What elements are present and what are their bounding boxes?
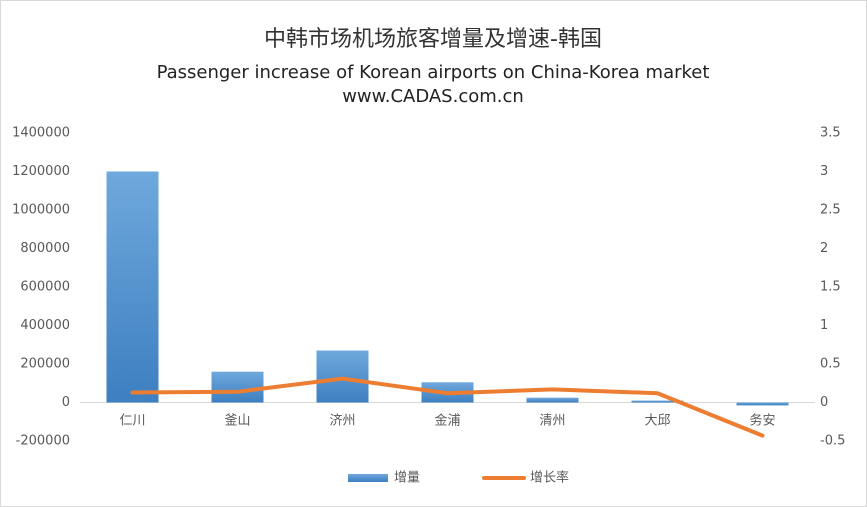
y-tick-label: 200000 (20, 357, 70, 372)
x-tick-label: 釜山 (224, 414, 250, 429)
y2-tick-label: 0 (820, 395, 828, 410)
y2-tick-label: 2.5 (820, 203, 841, 218)
y-tick-label: 600000 (20, 280, 70, 295)
x-tick-label: 清州 (539, 414, 565, 429)
y2-tick-label: 2 (820, 241, 828, 256)
chart-title: 中韩市场机场旅客增量及增速-韩国 (264, 27, 602, 52)
x-tick-label: 大邱 (644, 414, 670, 429)
y2-tick-label: 0.5 (820, 357, 841, 372)
chart-source: www.CADAS.com.cn (342, 86, 524, 107)
x-tick-label: 金浦 (434, 413, 460, 429)
x-tick-label: 仁川 (119, 414, 145, 429)
y2-tick-label: 1 (820, 318, 828, 333)
y-tick-label: 1400000 (12, 126, 70, 141)
line (130, 376, 765, 438)
y-tick-label: 1000000 (12, 203, 70, 218)
x-tick-label: 济州 (329, 414, 355, 429)
bar (631, 400, 684, 403)
legend-label: 增长率 (530, 470, 569, 486)
y2-tick-label: 3 (820, 164, 828, 179)
bar (211, 371, 264, 403)
y-tick-label: 1200000 (12, 164, 70, 179)
y2-tick-label: 3.5 (820, 126, 841, 141)
legend-label: 增量 (394, 471, 420, 486)
y-tick-label: -200000 (16, 434, 70, 449)
x-tick-label: 务安 (749, 413, 775, 429)
chart-subtitle: Passenger increase of Korean airports on… (157, 62, 710, 83)
bar (736, 402, 789, 406)
legend-swatch (348, 474, 388, 482)
bar (526, 397, 579, 403)
y-tick-label: 800000 (20, 241, 70, 256)
y-tick-label: 0 (62, 395, 70, 410)
y-tick-label: 400000 (20, 318, 70, 333)
y2-tick-label: -0.5 (820, 434, 845, 449)
y2-tick-label: 1.5 (820, 280, 841, 295)
bar (316, 350, 369, 403)
bar (106, 171, 159, 403)
